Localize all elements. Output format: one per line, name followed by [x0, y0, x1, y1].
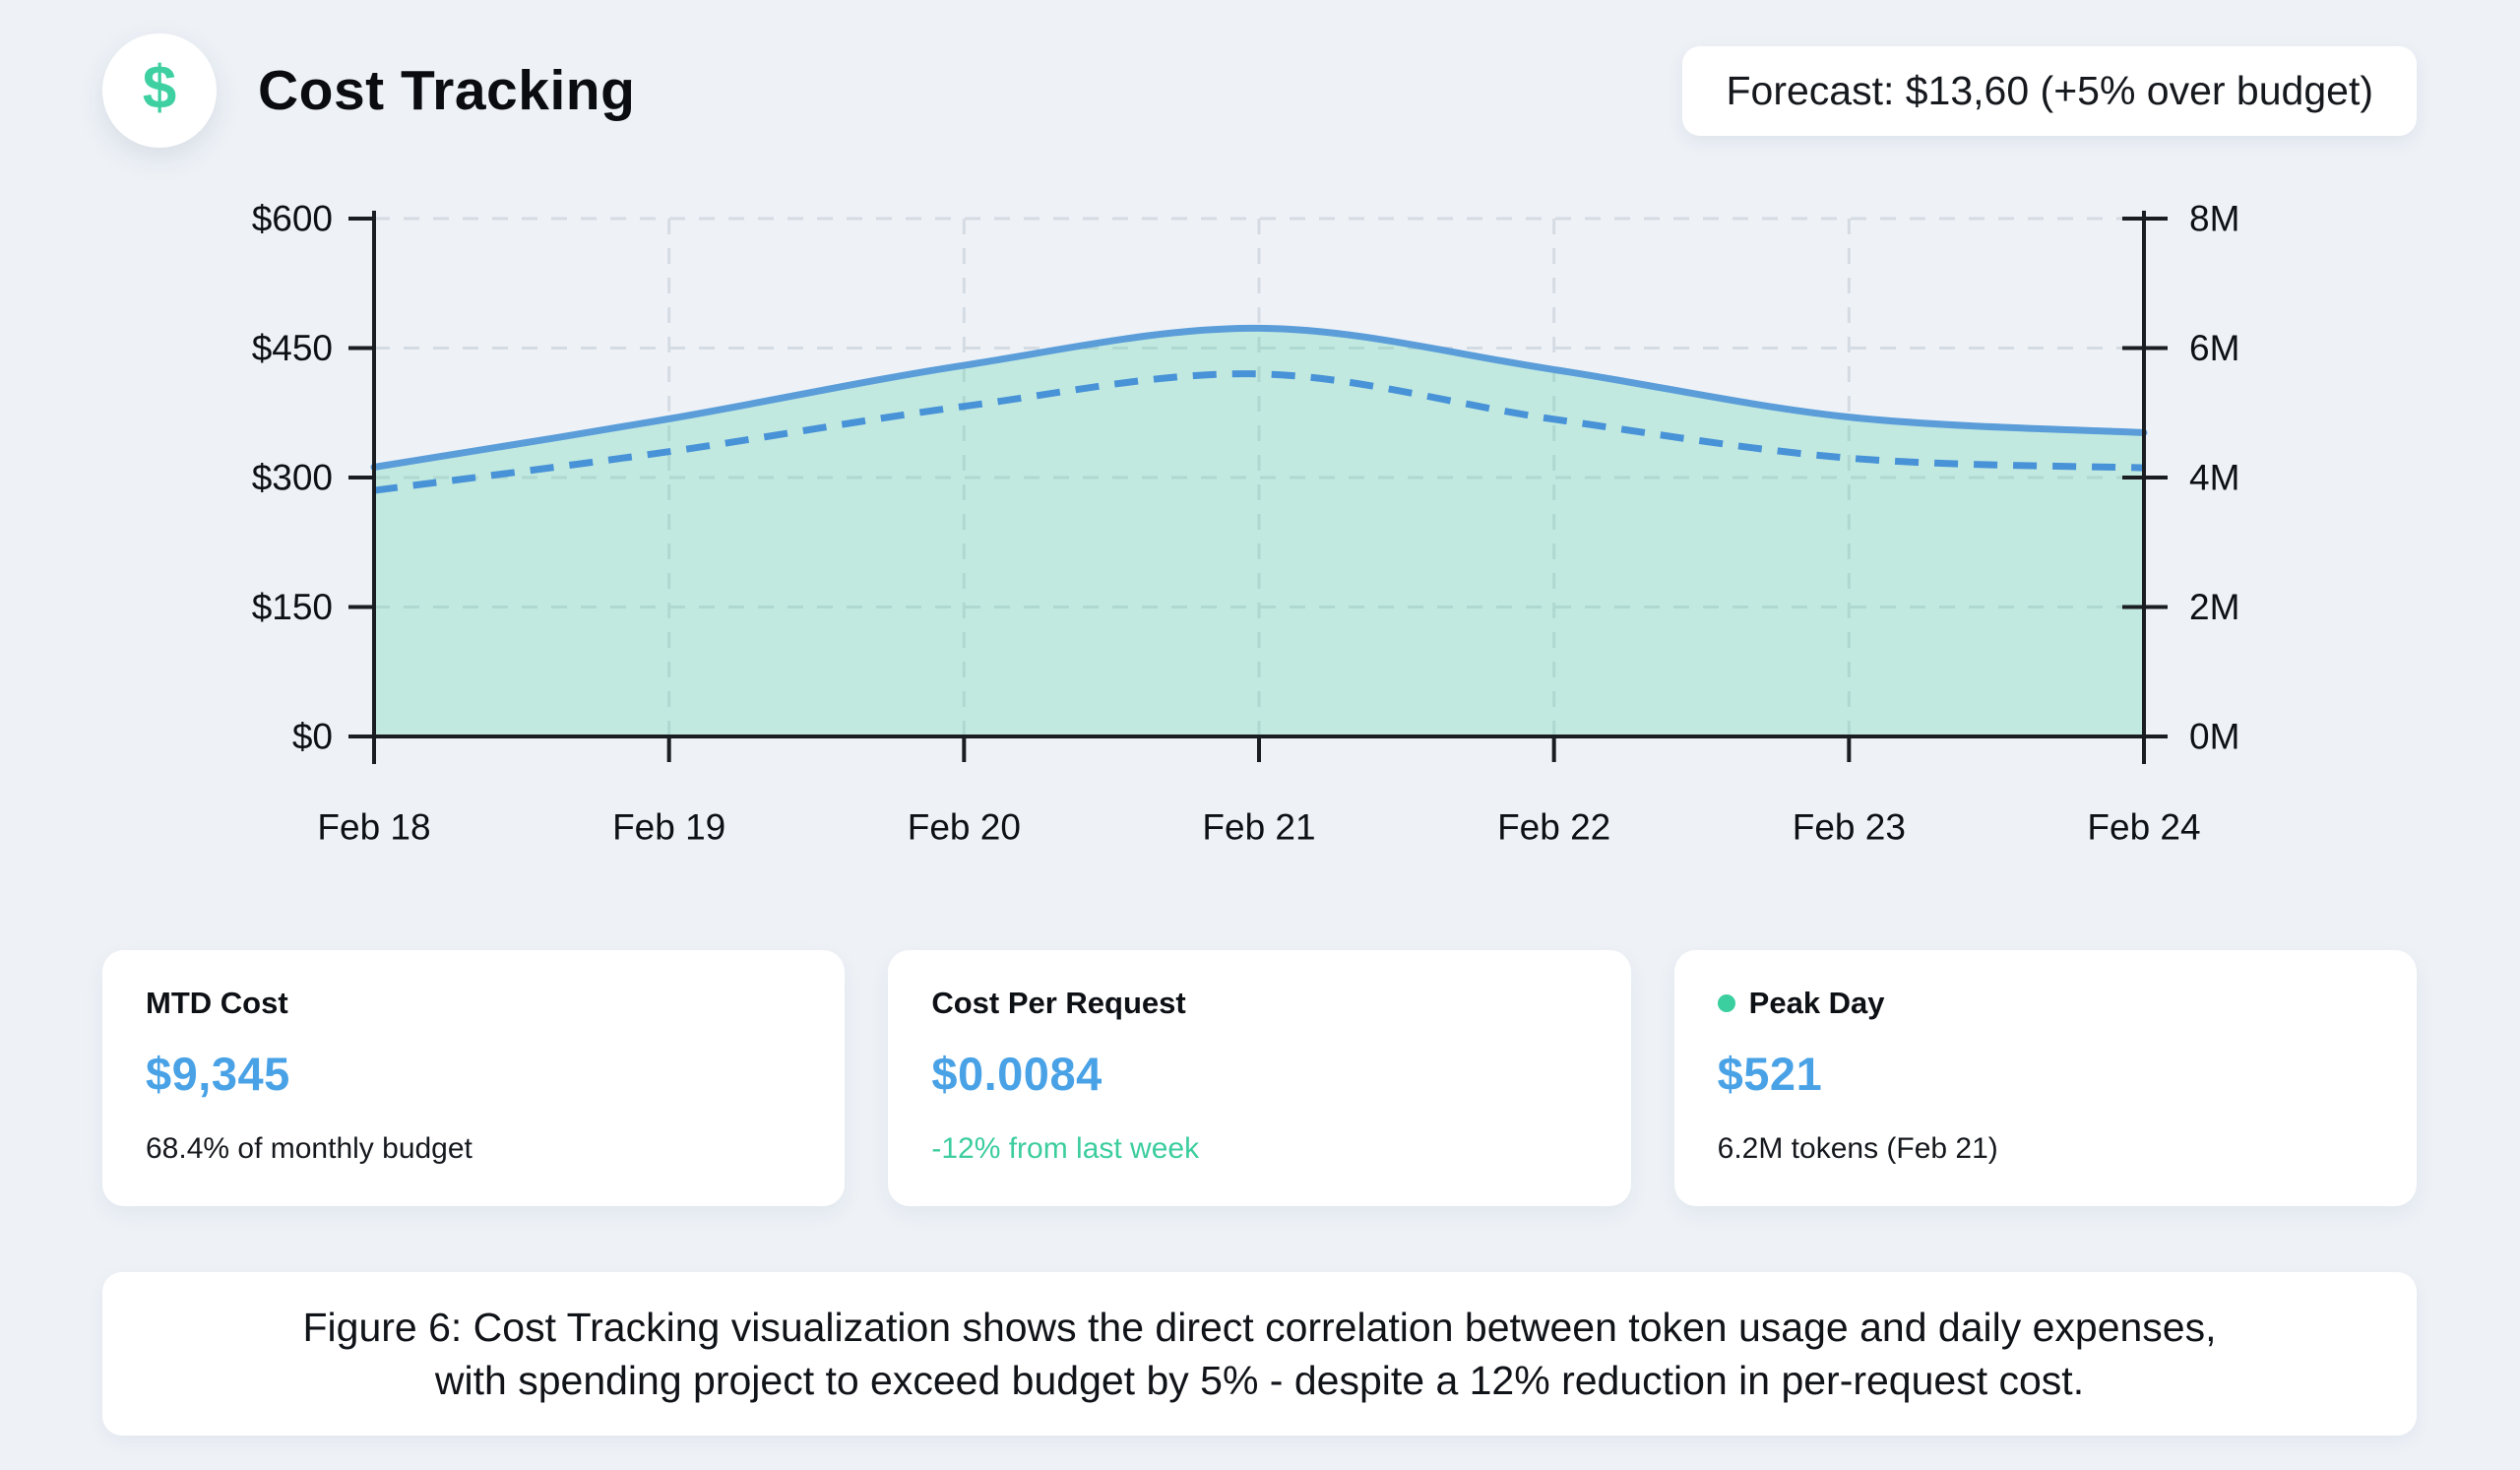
- cost-line: [370, 324, 2148, 471]
- stat-card-subtext: 6.2M tokens (Feb 21): [1717, 1132, 1998, 1165]
- y-axis-right-label: 2M: [2189, 587, 2239, 627]
- stat-card-label: MTD Cost: [146, 986, 288, 1020]
- x-axis-label: Feb 19: [612, 807, 725, 848]
- figure-caption-card: Figure 6: Cost Tracking visualization sh…: [102, 1272, 2417, 1436]
- figure-caption-line-1: Figure 6: Cost Tracking visualization sh…: [302, 1304, 2217, 1350]
- panel-title: Cost Tracking: [258, 59, 636, 122]
- x-axis-label: Feb 20: [908, 807, 1021, 848]
- stat-card-subtext: -12% from last week: [931, 1132, 1200, 1165]
- stat-card-label: Cost Per Request: [931, 986, 1186, 1020]
- y-axis-left-label: $0: [292, 717, 333, 757]
- dollar-icon: $: [142, 54, 177, 122]
- stat-card-value: $9,345: [146, 1048, 290, 1100]
- x-axis-label: Feb 18: [317, 807, 430, 848]
- stat-card-label: Peak Day: [1748, 986, 1885, 1020]
- x-axis-label: Feb 21: [1202, 807, 1315, 848]
- peak-day-dot-icon: [1717, 994, 1735, 1012]
- stat-card-label-row: MTD Cost: [146, 986, 801, 1021]
- y-axis-left-label: $600: [252, 199, 333, 239]
- cost-area-fill: [374, 328, 2144, 736]
- y-axis-left-label: $150: [252, 587, 333, 627]
- stat-cards-row: MTD Cost $9,345 68.4% of monthly budget …: [102, 950, 2417, 1206]
- y-axis-left-label: $300: [252, 458, 333, 498]
- stat-card-peak-day: Peak Day $521 6.2M tokens (Feb 21): [1673, 950, 2417, 1206]
- tokens-dashed-line: [373, 370, 2145, 494]
- x-axis-label: Feb 24: [2087, 807, 2200, 848]
- y-axis-left-label: $450: [252, 328, 333, 368]
- y-axis-right-label: 8M: [2189, 199, 2239, 239]
- stat-card-value: $521: [1717, 1048, 1823, 1100]
- stat-card-value: $0.0084: [931, 1048, 1102, 1100]
- stat-card-cost-per-request: Cost Per Request $0.0084 -12% from last …: [888, 950, 1631, 1206]
- forecast-badge: Forecast: $13,60 (+5% over budget): [1682, 45, 2417, 136]
- cost-tokens-area-chart: $600 $450 $300 $150 $0 8M 6M 4M 2M 0M Feb 18 Feb 19…: [252, 199, 2240, 848]
- x-axis-label: Feb 22: [1497, 807, 1610, 848]
- x-axis-label: Feb 23: [1793, 807, 1906, 848]
- panel-header: $ Cost Tracking Forecast: $13,60 (+5% ov…: [102, 30, 2417, 152]
- dollar-icon-badge: $: [102, 33, 217, 148]
- stat-card-mtd-cost: MTD Cost $9,345 68.4% of monthly budget: [102, 950, 846, 1206]
- y-axis-right-label: 6M: [2189, 328, 2239, 368]
- figure-caption-line-2: with spending project to exceed budget b…: [434, 1358, 2085, 1403]
- y-axis-right-label: 4M: [2189, 458, 2239, 498]
- stat-card-label-row: Peak Day: [1717, 986, 2373, 1021]
- stat-card-label-row: Cost Per Request: [931, 986, 1587, 1021]
- y-axis-right-label: 0M: [2189, 717, 2239, 757]
- stat-card-subtext: 68.4% of monthly budget: [146, 1132, 472, 1165]
